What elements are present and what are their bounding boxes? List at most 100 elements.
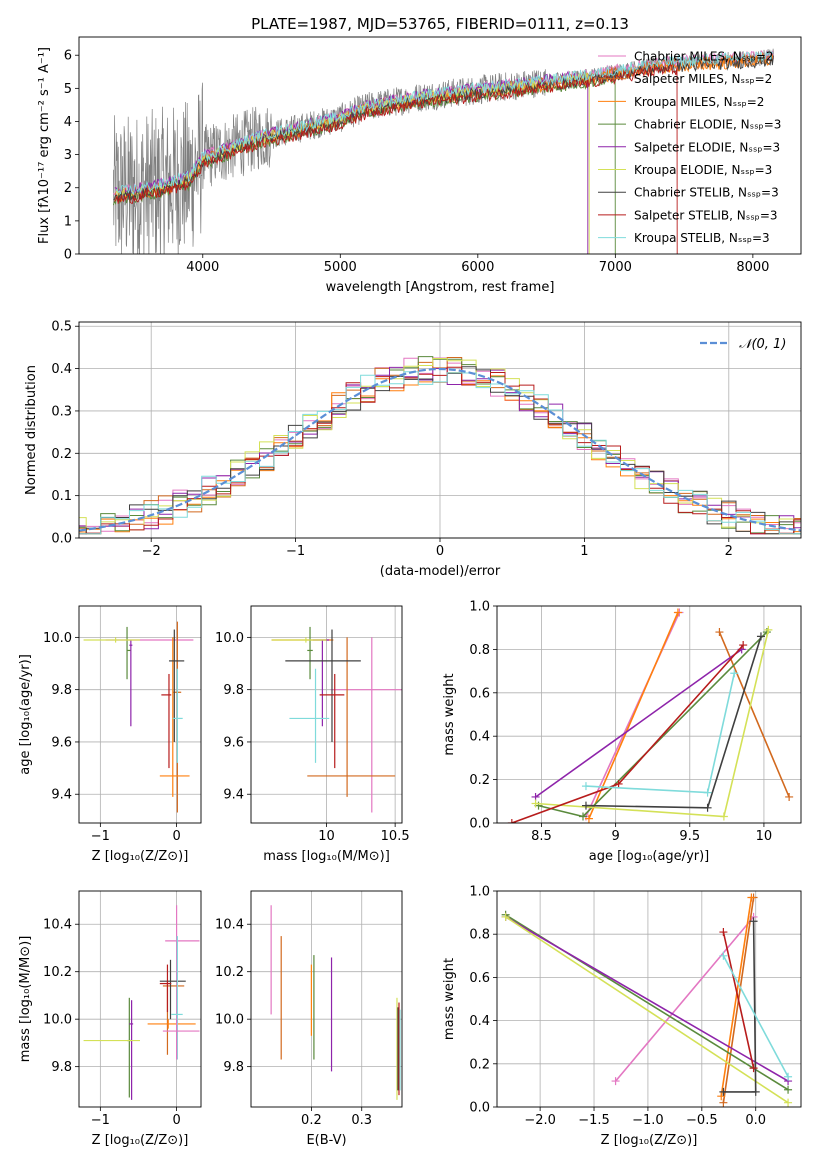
y-tick-label: 0.6 xyxy=(469,686,490,701)
series-marker xyxy=(719,951,728,960)
plot-area xyxy=(501,893,793,1107)
series-line-5 xyxy=(505,916,789,1104)
y-tick-label: 0.6 xyxy=(469,971,490,986)
y-tick-label: 10.2 xyxy=(215,965,244,980)
y-axis-label: Normed distribution xyxy=(24,365,39,495)
axes-frame xyxy=(78,36,802,255)
series-marker xyxy=(611,1077,620,1086)
series-marker xyxy=(581,801,590,810)
x-tick-label: 6000 xyxy=(461,260,494,275)
x-tick-label: −0.5 xyxy=(686,1113,718,1128)
x-tick-label: 0 xyxy=(436,544,444,559)
y-tick-label: 9.6 xyxy=(51,735,72,750)
series-line-4 xyxy=(505,916,789,1082)
axes-frame xyxy=(78,890,202,1108)
x-tick-label: 10 xyxy=(756,829,773,844)
x-tick-label: 9 xyxy=(611,829,619,844)
x-axis-label: mass [log₁₀(M/M⊙)] xyxy=(263,849,390,864)
y-tick-label: 2 xyxy=(64,181,72,196)
series-marker xyxy=(719,1087,728,1096)
series-marker xyxy=(751,1087,760,1096)
y-tick-label: 0.1 xyxy=(51,489,72,504)
series-marker xyxy=(717,1092,726,1101)
x-tick-label: −2.0 xyxy=(524,1113,556,1128)
series-marker xyxy=(673,608,682,617)
series-marker xyxy=(739,641,748,650)
legend-label: Chabrier ELODIE, Nₛₛₚ=3 xyxy=(634,118,781,132)
y-tick-label: 10.4 xyxy=(215,918,244,933)
x-axis-label: Z [log₁₀(Z/Z⊙)] xyxy=(92,849,189,864)
series-line-7 xyxy=(722,931,755,1069)
y-tick-label: 0.4 xyxy=(469,1014,490,1029)
y-tick-label: 0.4 xyxy=(469,730,490,745)
series-marker xyxy=(703,788,712,797)
series-marker xyxy=(784,1098,793,1107)
y-axis-label: mass weight xyxy=(442,673,457,755)
series-marker xyxy=(719,1098,728,1107)
x-tick-label: 8.5 xyxy=(531,829,552,844)
series-marker xyxy=(784,1085,793,1094)
x-tick-label: −1.5 xyxy=(578,1113,610,1128)
legend-label: Salpeter STELIB, Nₛₛₚ=3 xyxy=(634,208,778,222)
series-line-8 xyxy=(722,955,789,1078)
legend-label: Salpeter MILES, Nₛₛₚ=2 xyxy=(634,72,772,86)
y-tick-label: 10.2 xyxy=(43,965,72,980)
y-tick-label: 9.4 xyxy=(223,788,244,803)
series-marker xyxy=(584,814,593,823)
y-tick-label: 0.2 xyxy=(469,773,490,788)
y-tick-label: 10.0 xyxy=(43,1013,72,1028)
axes-frame xyxy=(250,605,403,824)
legend: 𝒩(0, 1) xyxy=(700,337,786,352)
y-tick-label: 4 xyxy=(64,115,72,130)
plot-area xyxy=(83,621,194,813)
y-tick-label: 0.5 xyxy=(51,320,72,335)
plot-area xyxy=(79,356,801,535)
y-tick-label: 10.0 xyxy=(215,1013,244,1028)
panel-mass-weight-vs-age: 8.5 9 9.5 10 0.0 0.2 0.4 0.6 0.8 1.0 age [log₁₀(ag… xyxy=(442,600,802,864)
x-tick-label: 2 xyxy=(725,544,733,559)
series-marker xyxy=(784,1072,793,1081)
y-axis-label: Flux [fλ10⁻¹⁷ erg cm⁻² s⁻¹ A⁻¹] xyxy=(37,47,52,244)
y-tick-label: 0.0 xyxy=(51,532,72,547)
y-tick-label: 5 xyxy=(64,82,72,97)
plot-area xyxy=(112,48,774,254)
y-tick-label: 6 xyxy=(64,49,72,64)
model-spectrum-3 xyxy=(112,74,616,254)
y-tick-label: 0.0 xyxy=(469,817,490,832)
x-tick-label: 7000 xyxy=(599,260,632,275)
x-tick-label: 0 xyxy=(172,1113,180,1128)
series-marker xyxy=(581,782,590,791)
axes-frame xyxy=(78,321,802,539)
y-tick-label: 9.8 xyxy=(223,683,244,698)
panel-spectrum: 4000 5000 6000 7000 8000 0 1 2 3 4 5 6 wavelength [A… xyxy=(37,15,802,295)
x-axis-label: Z [log₁₀(Z/Z⊙)] xyxy=(92,1133,189,1148)
y-tick-label: 10.0 xyxy=(215,631,244,646)
y-tick-label: 3 xyxy=(64,148,72,163)
y-tick-label: 0.2 xyxy=(469,1057,490,1072)
panel-mass-vs-z: −1 0 9.8 10.0 10.2 10.4 Z [log₁₀(Z/Z⊙)] mass [l… xyxy=(18,890,202,1148)
x-tick-label: 5000 xyxy=(324,260,357,275)
series-marker xyxy=(764,625,773,634)
axes-frame xyxy=(250,890,403,1108)
series-marker xyxy=(501,912,510,921)
x-tick-label: 0.0 xyxy=(745,1113,766,1128)
model-spectrum-8 xyxy=(115,50,774,196)
model-spectrum-7 xyxy=(114,63,678,254)
x-tick-label: −1 xyxy=(91,829,110,844)
y-tick-label: 0.3 xyxy=(51,404,72,419)
x-axis-label: wavelength [Angstrom, rest frame] xyxy=(326,280,555,295)
series-line-0 xyxy=(614,916,755,1082)
panel-mass-vs-ebv: 0.2 0.3 9.8 10.0 10.2 10.4 E(B-V) xyxy=(215,890,403,1148)
panel-residuals: −2 −1 0 1 2 0.0 0.1 0.2 0.3 0.4 0.5 (data-model)/er… xyxy=(24,320,802,579)
panel-age-vs-mass: 10 10.5 9.4 9.6 9.8 10.0 mass [log₁₀(M/M⊙)] xyxy=(215,605,410,864)
x-tick-label: 0.3 xyxy=(351,1113,372,1128)
legend-label: Kroupa ELODIE, Nₛₛₚ=3 xyxy=(634,163,772,177)
y-tick-label: 1 xyxy=(64,214,72,229)
series-line-2 xyxy=(720,897,753,1097)
x-tick-label: 0 xyxy=(172,829,180,844)
y-tick-label: 9.8 xyxy=(51,683,72,698)
y-tick-label: 9.4 xyxy=(51,788,72,803)
plot-area xyxy=(270,905,401,1100)
series-line-7 xyxy=(511,644,744,823)
axes-frame xyxy=(496,890,802,1108)
